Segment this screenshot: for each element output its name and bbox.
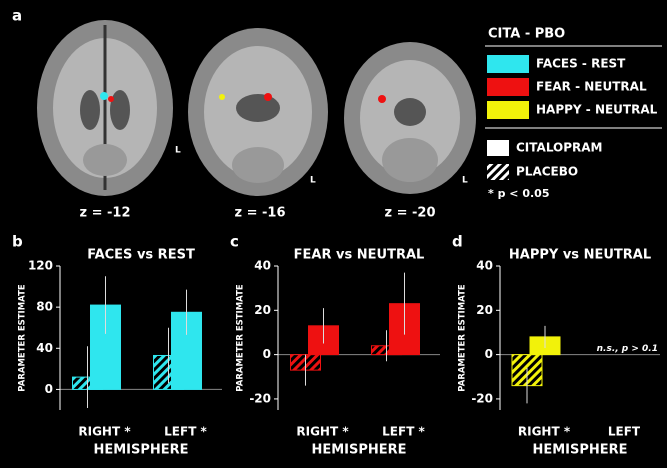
legend-swatch: [487, 101, 529, 119]
y-tick-label: 20: [476, 303, 493, 317]
legend-note: * p < 0.05: [488, 187, 549, 200]
legend-swatch: [487, 164, 509, 180]
x-tick-label: RIGHT *: [296, 425, 349, 439]
x-axis-label: HEMISPHERE: [532, 443, 627, 458]
orientation-label: L: [310, 176, 316, 186]
legend-swatch: [487, 140, 509, 156]
legend-title: CITA - PBO: [488, 27, 565, 42]
y-tick-label: -20: [471, 391, 493, 405]
y-tick-label: 40: [254, 259, 271, 273]
y-axis-label: PARAMETER ESTIMATE: [458, 284, 468, 392]
legend-swatch: [487, 78, 529, 96]
y-tick-label: 20: [254, 303, 271, 317]
y-tick-label: 40: [36, 341, 53, 355]
slice-label: z = -16: [235, 206, 286, 221]
x-axis-label: HEMISPHERE: [93, 443, 188, 458]
y-axis-label: PARAMETER ESTIMATE: [236, 284, 246, 392]
orientation-label: L: [462, 176, 468, 186]
legend-label: FEAR - NEUTRAL: [536, 80, 647, 94]
y-tick-label: 80: [36, 300, 53, 314]
y-tick-label: 0: [263, 347, 271, 361]
slice-label: z = -12: [80, 206, 131, 221]
x-tick-label: LEFT *: [382, 425, 425, 439]
x-tick-label: RIGHT *: [518, 425, 571, 439]
panel-label: d: [452, 233, 463, 251]
panel-label: a: [12, 7, 22, 25]
brain-slice: [37, 20, 173, 196]
chart-title: HAPPY vs NEUTRAL: [509, 248, 651, 263]
legend-label: CITALOPRAM: [516, 141, 603, 155]
orientation-label: L: [175, 146, 181, 156]
legend-swatch: [487, 55, 529, 73]
x-tick-label: RIGHT *: [78, 425, 131, 439]
y-axis-label: PARAMETER ESTIMATE: [18, 284, 28, 392]
annotation: n.s., p > 0.1: [597, 344, 658, 354]
y-tick-label: -20: [249, 391, 271, 405]
brain-slice: [188, 28, 328, 196]
chart-title: FACES vs REST: [87, 248, 195, 263]
panel-label: c: [230, 233, 239, 251]
slice-label: z = -20: [385, 206, 436, 221]
y-tick-label: 40: [476, 259, 493, 273]
y-tick-label: 0: [45, 382, 53, 396]
y-tick-label: 0: [485, 347, 493, 361]
legend-label: PLACEBO: [516, 165, 578, 179]
chart-title: FEAR vs NEUTRAL: [294, 248, 425, 263]
legend-label: HAPPY - NEUTRAL: [536, 103, 658, 117]
x-tick-label: LEFT: [608, 425, 641, 439]
x-axis-label: HEMISPHERE: [311, 443, 406, 458]
panel-label: b: [12, 233, 23, 251]
x-tick-label: LEFT *: [164, 425, 207, 439]
legend-label: FACES - REST: [536, 57, 626, 71]
brain-slice: [344, 42, 476, 194]
y-tick-label: 120: [28, 259, 53, 273]
